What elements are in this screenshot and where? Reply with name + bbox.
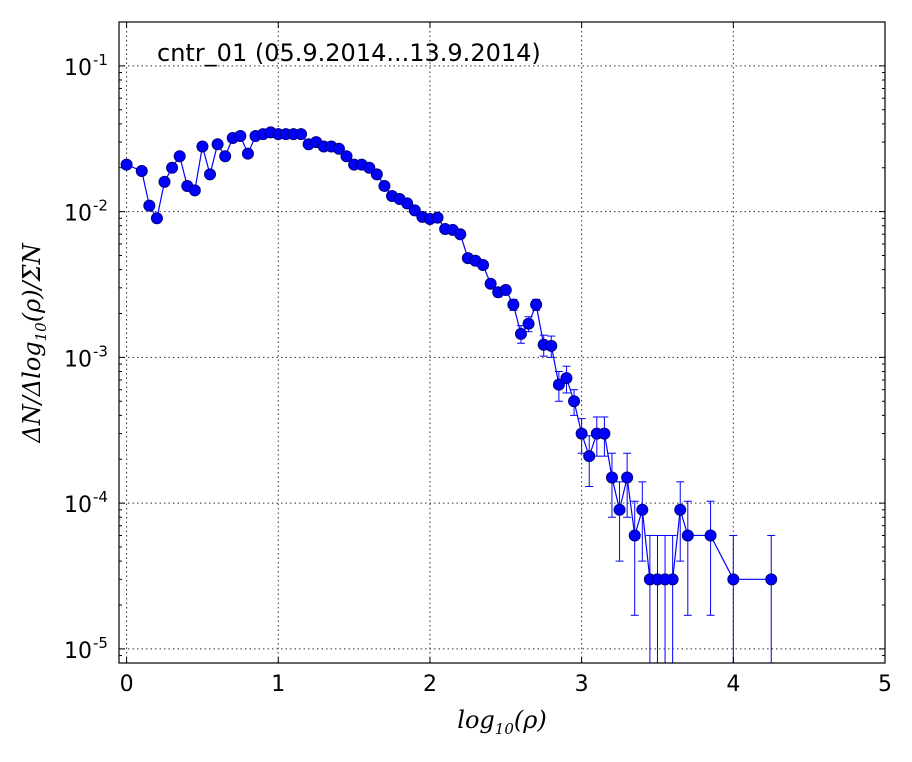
error-bar [615, 481, 624, 562]
chart-title: cntr_01 (05.9.2014...13.9.2014) [157, 39, 541, 67]
data-point [636, 503, 649, 516]
data-point [477, 259, 490, 272]
error-bar [767, 534, 776, 663]
data-point [408, 204, 421, 217]
y-tick-exponent: -1 [93, 51, 108, 69]
data-point [211, 138, 224, 151]
x-tick-label: 2 [423, 672, 437, 697]
data-point [575, 427, 588, 440]
data-point [143, 199, 156, 212]
ticks [119, 22, 886, 663]
data-point [545, 339, 558, 352]
y-tick-exponent: -2 [93, 197, 108, 215]
data-point [431, 211, 444, 224]
data-point [530, 298, 543, 311]
error-bar [638, 481, 647, 562]
x-axis-label: log10(ρ) [457, 706, 546, 738]
x-tick-label: 3 [575, 672, 589, 697]
y-tick-exponent: -4 [93, 488, 108, 506]
y-tick-label: 10-3 [64, 342, 108, 372]
data-point [666, 573, 679, 586]
data-point [363, 161, 376, 174]
data-point [560, 372, 573, 385]
data-point [507, 298, 520, 311]
data-point [613, 503, 626, 516]
y-tick-label: 10-1 [64, 51, 108, 81]
plot-frame [118, 21, 886, 664]
y-tick-exponent: -3 [93, 342, 108, 360]
error-bar [661, 534, 670, 663]
data-point [514, 327, 527, 340]
data-point [598, 427, 611, 440]
series-layer [120, 126, 778, 663]
data-point [621, 471, 634, 484]
data-point [295, 128, 308, 141]
data-point [628, 529, 641, 542]
data-point [522, 317, 535, 330]
data-point [568, 395, 581, 408]
data-point [340, 150, 353, 163]
data-point [583, 450, 596, 463]
x-tick-label: 4 [726, 672, 740, 697]
error-bar [645, 534, 654, 663]
data-point [219, 150, 232, 163]
data-point [370, 168, 383, 181]
data-point [332, 142, 345, 155]
data-point [499, 283, 512, 296]
y-tick-exponent: -5 [93, 634, 108, 652]
data-point [727, 573, 740, 586]
data-point [454, 228, 467, 241]
data-point [196, 140, 209, 153]
grid [119, 22, 885, 663]
error-bar [607, 452, 616, 518]
data-point [234, 130, 247, 143]
data-point [674, 503, 687, 516]
y-axis-label: ΔN/Δlog10(ρ)/ΣN [18, 242, 50, 443]
data-point [173, 150, 186, 163]
data-point [704, 529, 717, 542]
x-tick-label: 0 [120, 672, 134, 697]
error-bar [729, 534, 738, 663]
x-tick-label: 5 [878, 672, 892, 697]
y-tick-label: 10-2 [64, 197, 108, 227]
data-point [552, 378, 565, 391]
error-bar [653, 534, 662, 663]
data-point [241, 147, 254, 160]
data-point [135, 164, 148, 177]
error-bar [668, 534, 677, 663]
error-bar [676, 481, 685, 562]
data-point [158, 175, 171, 188]
data-point [378, 179, 391, 192]
data-point [605, 471, 618, 484]
error-bar [683, 500, 692, 616]
data-point [401, 197, 414, 210]
data-point [484, 277, 497, 290]
error-bar [630, 500, 639, 616]
data-point [150, 212, 163, 225]
data-point [120, 158, 133, 171]
plot-background [119, 22, 885, 663]
data-point [204, 168, 217, 181]
data-point [765, 573, 778, 586]
error-bar [706, 500, 715, 616]
error-bar [623, 452, 632, 518]
data-point [188, 184, 201, 197]
data-point [166, 161, 179, 174]
x-tick-label: 1 [271, 672, 285, 697]
data-point [681, 529, 694, 542]
y-tick-label: 10-4 [64, 488, 108, 518]
y-tick-label: 10-5 [64, 634, 108, 664]
